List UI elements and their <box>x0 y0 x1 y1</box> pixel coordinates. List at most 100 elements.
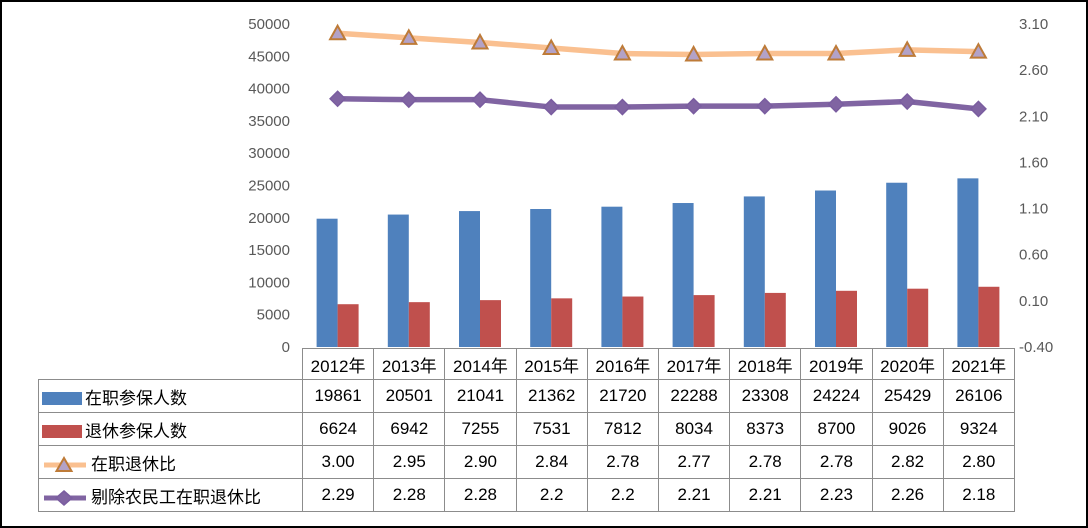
diamond-marker-icon <box>756 97 774 115</box>
left-axis-tick-label: 30000 <box>248 145 290 162</box>
table-value-cell: 8373 <box>729 412 802 446</box>
table-header-row: 2012年 2013年 2014年 2015年 2016年 2017年 2018年 2019年… <box>39 348 1015 380</box>
table-value-cell: 2.82 <box>871 445 944 479</box>
legend-bar-swatch-icon <box>42 391 82 405</box>
table-header-cell: 2021年 <box>942 348 1015 380</box>
bar-segment <box>480 300 501 347</box>
table-value-cell: 8034 <box>657 412 731 446</box>
right-axis-tick-label: -0.40 <box>1019 339 1053 356</box>
table-value-cell: 2.77 <box>657 445 731 479</box>
diamond-marker-icon <box>329 90 347 108</box>
bar-segment <box>387 214 409 347</box>
diamond-marker-icon <box>471 91 489 109</box>
table-value-cell: 2.78 <box>800 445 873 479</box>
table-value-cell: 2.28 <box>444 478 517 512</box>
table-corner-cell <box>39 349 303 380</box>
bar-segment <box>693 295 715 347</box>
table-value-cell: 2.21 <box>657 478 731 512</box>
left-axis-tick-label: 50000 <box>248 16 290 33</box>
bar-segment <box>764 292 786 347</box>
chart-data-table: 2012年 2013年 2014年 2015年 2016年 2017年 2018年 2019年… <box>38 348 1015 512</box>
legend-label: 在职退休比 <box>91 454 176 474</box>
legend-label: 退休参保人数 <box>85 421 187 441</box>
bar-segment <box>978 286 1000 347</box>
legend-item: 剔除农民工在职退休比 <box>38 478 303 512</box>
table-header-cell: 2018年 <box>729 348 802 380</box>
legend-item: 在职参保人数 <box>38 379 303 413</box>
table-value-cell: 26106 <box>942 379 1015 413</box>
left-axis-tick-label: 35000 <box>248 113 290 130</box>
bar-segment <box>743 196 765 347</box>
table-value-cell: 20501 <box>373 379 446 413</box>
bar-segment <box>907 288 929 347</box>
triangle-marker-icon <box>969 42 988 59</box>
table-header-cell: 2017年 <box>657 348 731 380</box>
diamond-marker-icon <box>969 100 987 118</box>
table-value-cell: 9324 <box>942 412 1015 446</box>
diamond-marker-icon <box>898 92 916 111</box>
triangle-marker-icon <box>542 38 561 55</box>
table-value-cell: 22288 <box>657 379 731 413</box>
table-row: 在职退休比 3.00 2.95 2.90 2.84 2.78 2.77 2.78 2.78 2.8… <box>38 445 1015 479</box>
diamond-marker-icon <box>685 97 703 115</box>
left-axis-tick-label: 0 <box>282 339 290 356</box>
diamond-marker-icon <box>542 98 560 116</box>
table-value-cell: 2.2 <box>586 478 659 512</box>
table-header-cell: 2014年 <box>444 348 517 380</box>
table-value-cell: 3.00 <box>301 445 375 479</box>
bar-segment <box>459 211 480 347</box>
table-value-cell: 7812 <box>586 412 659 446</box>
triangle-marker-icon <box>613 43 632 61</box>
diamond-marker-icon <box>400 91 418 109</box>
triangle-marker-icon <box>470 32 490 50</box>
bar-segment <box>815 190 836 347</box>
right-axis-tick-label: 1.10 <box>1019 201 1048 218</box>
triangle-marker-icon <box>826 43 846 61</box>
left-axis-tick-label: 40000 <box>248 81 290 98</box>
left-axis-tick-label: 25000 <box>248 178 290 195</box>
table-value-cell: 24224 <box>800 379 873 413</box>
line-series <box>334 30 982 58</box>
bar-segment <box>886 182 908 347</box>
table-header-cell: 2013年 <box>373 348 446 380</box>
table-value-cell: 2.23 <box>800 478 873 512</box>
table-value-cell: 2.90 <box>444 445 517 479</box>
legend-label: 在职参保人数 <box>85 388 187 408</box>
left-axis-tick-label: 45000 <box>248 48 290 65</box>
triangle-marker-icon <box>684 44 703 62</box>
triangle-marker-icon <box>898 40 917 57</box>
legend-line-swatch-icon <box>44 455 86 472</box>
table-value-cell: 21720 <box>586 379 659 413</box>
table-row: 退休参保人数 6624 6942 7255 7531 7812 8034 8373 8700 90… <box>38 412 1015 446</box>
table-value-cell: 2.18 <box>942 478 1015 512</box>
triangle-marker-icon <box>399 28 418 45</box>
table-header-cell: 2019年 <box>800 348 873 380</box>
table-value-cell: 19861 <box>301 379 375 413</box>
right-axis-tick-label: 2.60 <box>1019 62 1048 79</box>
table-value-cell: 23308 <box>729 379 802 413</box>
table-header-cell: 2020年 <box>871 348 944 380</box>
bar-segment <box>530 209 552 347</box>
bar-segment <box>337 304 359 347</box>
table-value-cell: 25429 <box>871 379 944 413</box>
right-axis-tick-label: 0.60 <box>1019 247 1048 264</box>
table-value-cell: 2.78 <box>729 445 802 479</box>
bar-segment <box>316 218 338 347</box>
line-series <box>334 96 982 112</box>
table-value-cell: 2.95 <box>373 445 446 479</box>
table-value-cell: 2.29 <box>301 478 375 512</box>
table-value-cell: 2.26 <box>871 478 944 512</box>
left-axis-tick-label: 5000 <box>257 307 290 324</box>
bar-segment <box>957 178 979 347</box>
right-axis-tick-label: 2.10 <box>1019 108 1048 125</box>
triangle-marker-icon <box>755 43 774 61</box>
right-axis-tick-label: 0.10 <box>1019 293 1048 310</box>
diamond-marker-icon <box>613 98 631 116</box>
table-value-cell: 6942 <box>373 412 446 446</box>
table-value-cell: 2.80 <box>942 445 1015 479</box>
data-table: 2012年 2013年 2014年 2015年 2016年 2017年 2018年 2019年… <box>38 348 1015 512</box>
left-axis-tick-label: 20000 <box>248 210 290 227</box>
bar-segment <box>408 302 430 347</box>
